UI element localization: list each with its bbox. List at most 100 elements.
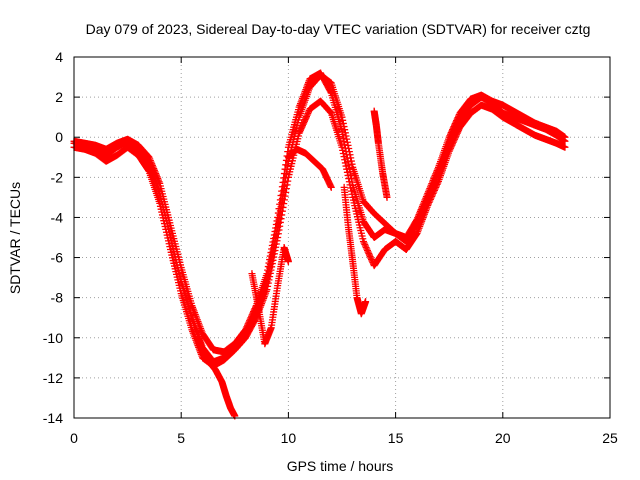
data-point-interp — [447, 129, 455, 137]
series-sat-e — [248, 244, 292, 348]
data-point-interp — [449, 138, 457, 146]
data-point-interp — [455, 126, 463, 134]
data-point-interp — [433, 167, 441, 175]
data-point-interp — [412, 231, 420, 239]
data-point-interp — [284, 257, 292, 265]
data-point-interp — [452, 118, 460, 126]
data-point-interp — [146, 157, 154, 165]
data-point-interp — [431, 171, 439, 179]
data-point-interp — [280, 174, 288, 182]
y-tick-label: -6 — [51, 250, 64, 266]
data-point-interp — [424, 188, 432, 196]
series-sat-h — [370, 107, 391, 201]
data-point-interp — [359, 235, 367, 243]
chart-title: Day 079 of 2023, Sidereal Day-to-day VTE… — [86, 21, 591, 37]
data-point-interp — [339, 116, 347, 124]
data-point-interp — [363, 245, 371, 253]
data-point-interp — [154, 174, 162, 182]
data-point-interp — [297, 125, 305, 133]
data-point-interp — [454, 128, 462, 136]
data-point-interp — [359, 215, 367, 223]
data-point-interp — [344, 158, 352, 166]
series-sat-g — [284, 145, 335, 191]
data-point-interp — [339, 134, 347, 142]
data-point-interp — [298, 122, 306, 130]
data-point-interp — [148, 160, 156, 168]
data-point-interp — [282, 185, 290, 193]
y-tick-label: -2 — [51, 169, 64, 185]
data-point-interp — [434, 179, 442, 187]
data-point-interp — [144, 166, 152, 174]
data-point-interp — [268, 245, 276, 253]
data-point-interp — [363, 247, 371, 255]
data-point-interp — [275, 205, 283, 213]
data-point-interp — [187, 299, 195, 307]
data-point-interp — [419, 201, 427, 209]
data-point-interp — [425, 198, 433, 206]
data-point-interp — [360, 239, 368, 247]
data-point-interp — [415, 211, 423, 219]
data-point-interp — [152, 171, 160, 179]
data-point-interp — [453, 129, 461, 137]
data-point-interp — [271, 227, 279, 235]
data-point-interp — [454, 114, 462, 122]
series-sat-c — [70, 69, 569, 356]
data-point-interp — [294, 106, 302, 114]
data-point-interp — [277, 215, 285, 223]
y-tick-label: -4 — [51, 209, 64, 225]
data-point-interp — [283, 181, 291, 189]
data-point-interp — [420, 198, 428, 206]
y-tick-label: -12 — [43, 370, 63, 386]
data-point-interp — [451, 121, 459, 129]
data-point-interp — [345, 164, 353, 172]
data-point-interp — [177, 261, 185, 269]
data-point-interp — [455, 112, 463, 120]
data-point-interp — [272, 220, 280, 228]
data-point-interp — [302, 113, 310, 121]
data-point-interp — [270, 250, 278, 258]
data-point-interp — [365, 250, 373, 258]
data-point-interp — [273, 284, 281, 292]
data-point-interp — [414, 214, 422, 222]
data-point-interp — [150, 165, 158, 173]
data-point-interp — [242, 324, 250, 332]
data-point-interp — [412, 218, 420, 226]
data-point-interp — [166, 219, 174, 227]
x-tick-label: 25 — [602, 430, 618, 446]
data-point-interp — [418, 204, 426, 212]
data-point-interp — [284, 148, 292, 156]
data-point-interp — [445, 149, 453, 157]
data-point-interp — [149, 163, 157, 171]
data-point-interp — [166, 243, 174, 251]
series-sat-d — [194, 334, 239, 420]
data-point-interp — [445, 135, 453, 143]
data-point-interp — [150, 166, 158, 174]
data-point-interp — [296, 128, 304, 136]
data-point-interp — [249, 309, 257, 317]
data-point-interp — [247, 314, 255, 322]
data-point-interp — [144, 165, 152, 173]
data-point-interp — [270, 231, 278, 239]
data-point-interp — [282, 188, 290, 196]
data-point-interp — [300, 117, 308, 125]
data-point-interp — [453, 131, 461, 139]
data-point-interp — [177, 287, 185, 295]
data-point-interp — [243, 323, 251, 331]
data-point-interp — [277, 192, 285, 200]
data-point-interp — [146, 155, 154, 163]
data-point-interp — [343, 154, 351, 162]
data-point-interp — [452, 132, 460, 140]
plot-frame — [73, 56, 611, 419]
data-point-interp — [420, 199, 428, 207]
data-point-interp — [341, 144, 349, 152]
y-tick-label: -8 — [51, 290, 64, 306]
data-point-interp — [187, 323, 195, 331]
data-point-interp — [279, 203, 287, 211]
series-sat-f — [340, 183, 370, 318]
data-point-interp — [450, 137, 458, 145]
data-point-interp — [560, 143, 568, 151]
data-point-interp — [280, 170, 288, 178]
data-point-interp — [325, 107, 333, 115]
data-point-interp — [154, 176, 162, 184]
data-point-interp — [432, 168, 440, 176]
